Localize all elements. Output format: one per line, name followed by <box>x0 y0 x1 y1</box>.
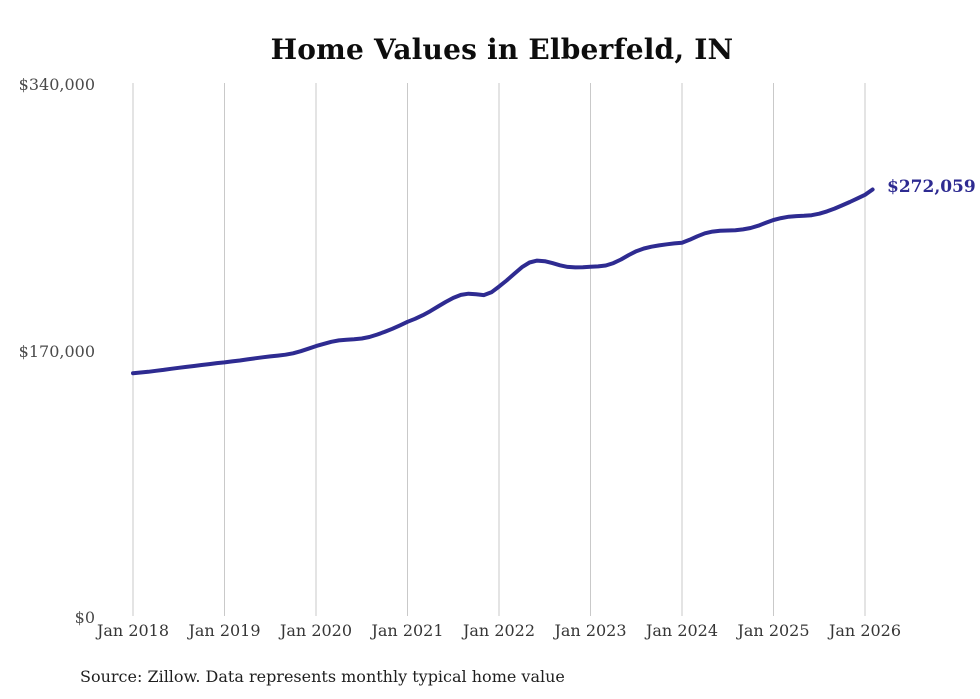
gridlines <box>132 83 866 616</box>
x-axis-tick-jan-2020: Jan 2020 <box>279 621 353 640</box>
chart-title: Home Values in Elberfeld, IN <box>270 33 734 66</box>
y-axis-tick-340000: $340,000 <box>18 75 95 94</box>
x-axis-tick-jan-2024: Jan 2024 <box>645 621 719 640</box>
y-axis-tick-0: $0 <box>74 608 95 627</box>
x-axis-tick-jan-2021: Jan 2021 <box>371 621 444 640</box>
home-value-line <box>131 187 875 376</box>
x-axis-tick-jan-2022: Jan 2022 <box>462 621 536 640</box>
x-axis-tick-jan-2026: Jan 2026 <box>828 621 902 640</box>
source-note: Source: Zillow. Data represents monthly … <box>80 667 565 686</box>
y-axis-tick-170000: $170,000 <box>18 341 95 361</box>
x-axis-tick-jan-2023: Jan 2023 <box>554 621 627 640</box>
x-axis-tick-jan-2025: Jan 2025 <box>737 621 810 640</box>
latest-value-label: $272,059 <box>887 177 976 197</box>
x-axis-tick-jan-2018: Jan 2018 <box>96 621 170 640</box>
x-axis-tick-jan-2019: Jan 2019 <box>188 621 261 640</box>
